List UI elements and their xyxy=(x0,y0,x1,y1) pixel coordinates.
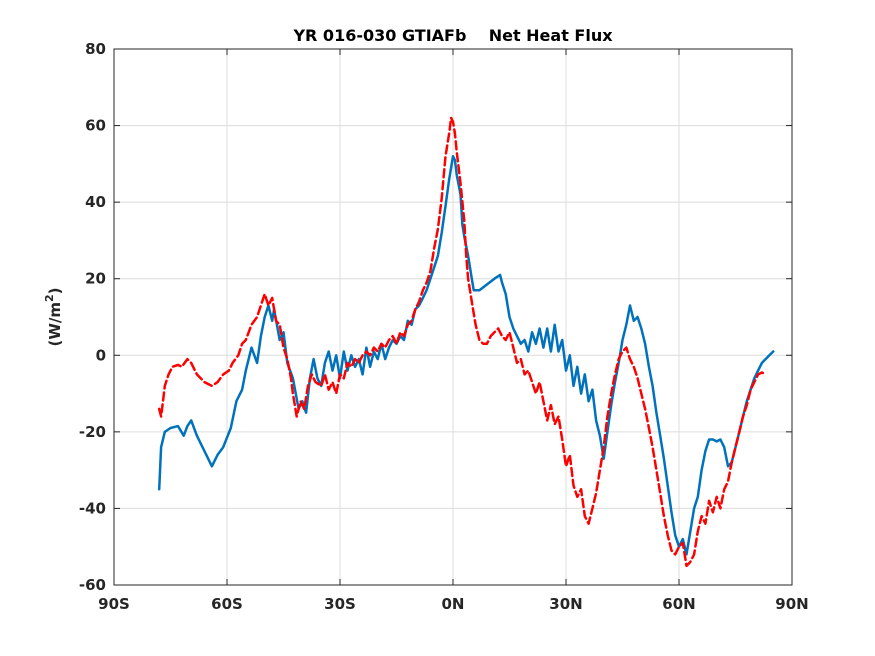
x-tick-label: 60N xyxy=(662,595,695,613)
y-axis-label-close: ) xyxy=(46,287,64,294)
y-tick-label: 60 xyxy=(85,117,106,135)
series-layer xyxy=(157,116,775,568)
y-tick-label: -60 xyxy=(79,576,106,594)
y-tick-label: 20 xyxy=(85,270,106,288)
y-tick-label: 0 xyxy=(96,346,106,364)
x-tick-label: 0N xyxy=(442,595,465,613)
y-tick-label: -40 xyxy=(79,499,106,517)
y-tick-label: 80 xyxy=(85,40,106,58)
x-tick-label: 30S xyxy=(324,595,356,613)
x-tick-label: 60S xyxy=(211,595,243,613)
x-tick-label: 90N xyxy=(775,595,808,613)
y-tick-label: -20 xyxy=(79,423,106,441)
y-tick-label: 40 xyxy=(85,193,106,211)
axis-ticks: 90S 60S 30S 0N 30N 60N 90N -60 -40 -20 0 20 40 60 80 xyxy=(79,40,809,613)
y-axis-label-superscript: 2 xyxy=(43,294,56,302)
x-tick-label: 30N xyxy=(549,595,582,613)
y-axis-label-main: (W/m xyxy=(46,302,64,347)
y-axis-label: (W/m2) xyxy=(43,287,64,346)
x-tick-label: 90S xyxy=(98,595,130,613)
chart-title: YR 016-030 GTIAFb Net Heat Flux xyxy=(292,26,613,45)
series-line-2 xyxy=(157,116,767,568)
